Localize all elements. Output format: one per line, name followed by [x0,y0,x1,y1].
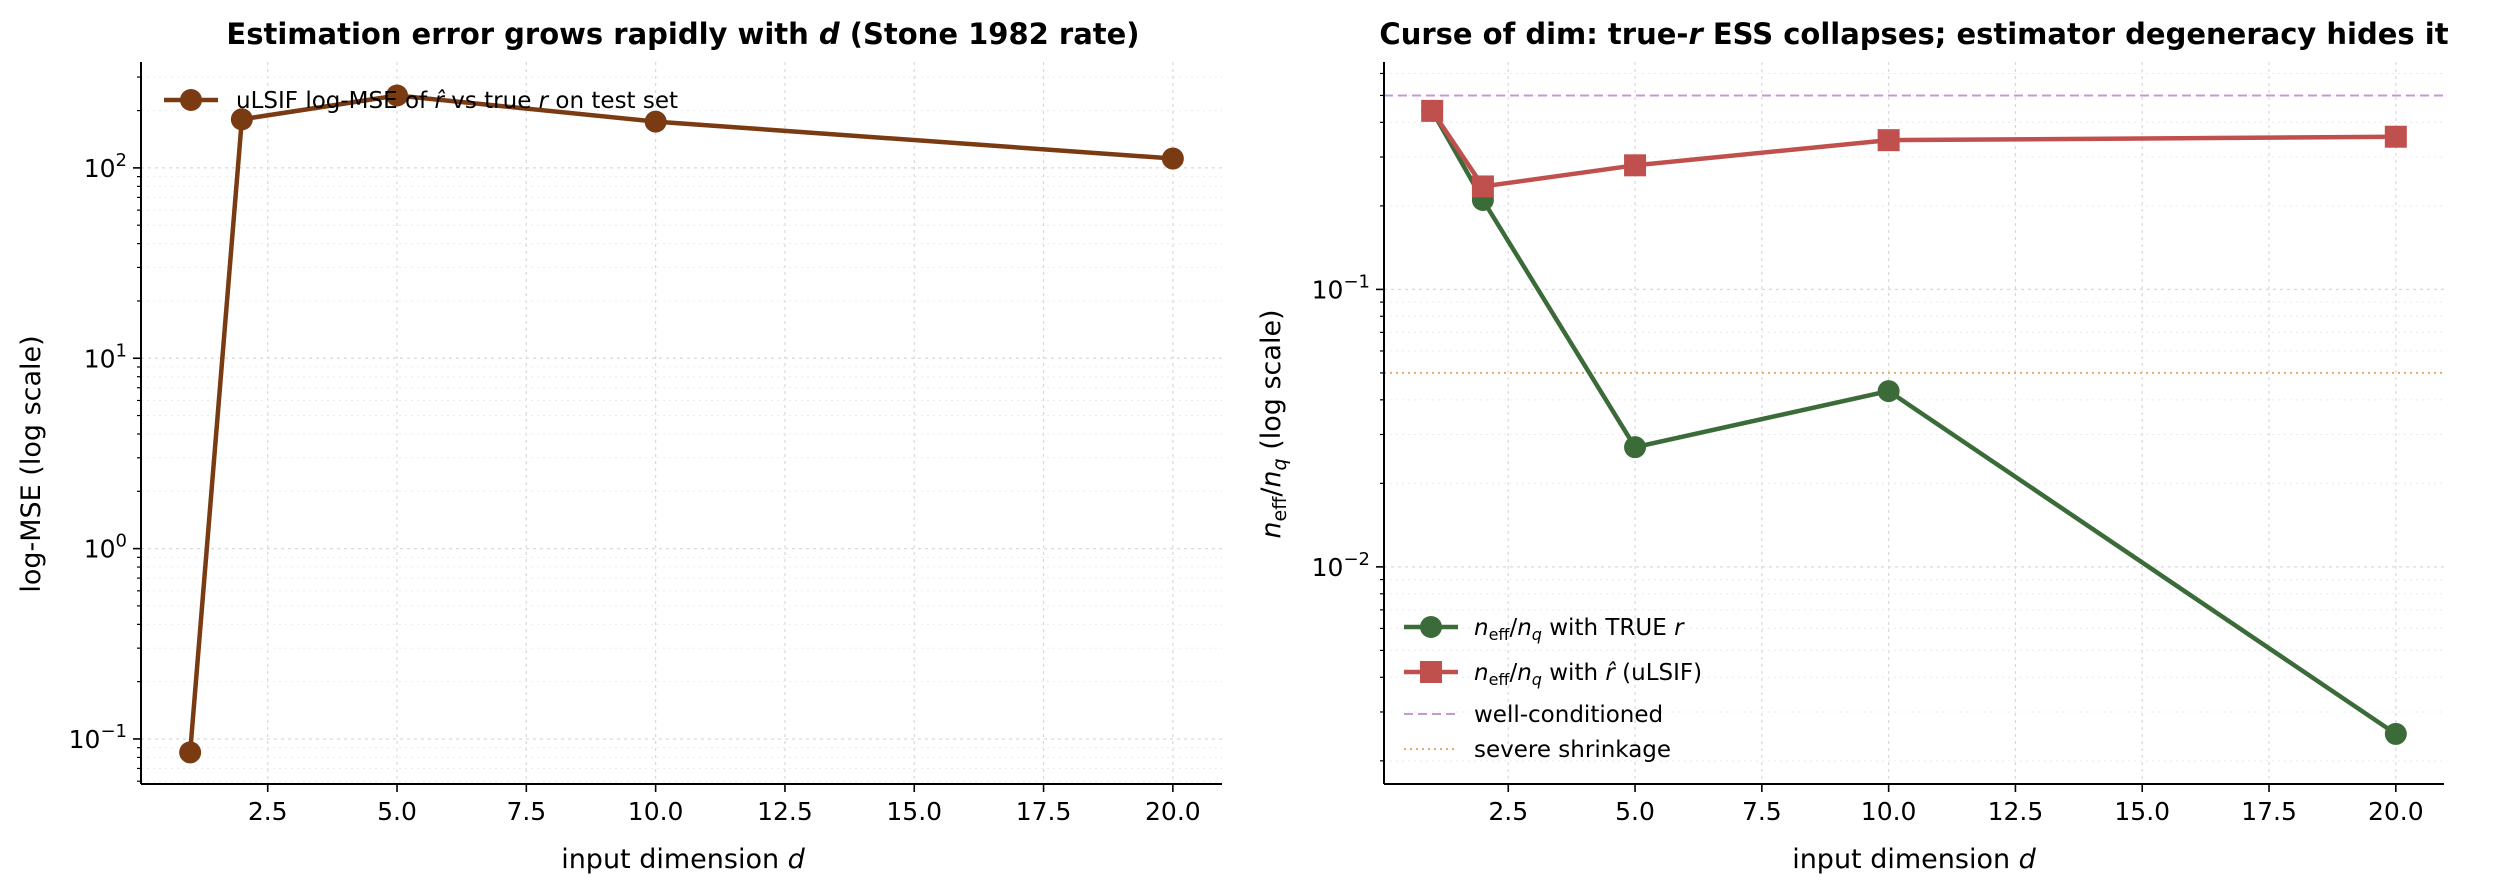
left-y-axis-label: log-MSE (log scale) [16,335,47,592]
data-point-circle [1877,380,1900,403]
data-point-square [2384,125,2407,148]
x-tick-label: 15.0 [2114,797,2170,826]
x-tick-label: 15.0 [886,797,942,826]
data-point-circle [386,84,409,107]
x-tick-label: 17.5 [2241,797,2297,826]
data-point-circle [179,741,202,764]
x-tick-label: 5.0 [377,797,417,826]
right-legend: neff/nq with TRUE r neff/nq with r̂ (uLS… [1404,615,1702,763]
right-series [1421,99,2407,745]
legend-marker-rhat [1420,661,1442,683]
left-chart-title: Estimation error grows rapidly with d (S… [226,17,1139,51]
y-tick-label: 10−1 [69,721,127,754]
data-point-circle [2384,722,2407,745]
x-tick-label: 10.0 [1861,797,1917,826]
right-chart-panel: Curse of dim: true-r ESS collapses; esti… [1256,17,2449,875]
left-grid [141,62,1222,784]
x-tick-label: 5.0 [1615,797,1655,826]
data-point-circle [230,108,253,131]
x-tick-label: 7.5 [506,797,546,826]
left-ticks: 2.5 5.0 7.5 10.0 12.5 15.0 17.5 20.0 10−1 100 101 1… [69,76,1201,826]
left-legend: uLSIF log-MSE of r̂ vs true r on test se… [164,88,678,114]
x-tick-label: 12.5 [757,797,813,826]
series-line-0 [187,93,1174,753]
right-grid [1384,62,2444,784]
x-tick-label: 2.5 [1488,797,1528,826]
y-tick-label: 100 [84,531,127,564]
left-axes-spines [140,62,1222,785]
x-tick-label: 12.5 [1988,797,2044,826]
x-tick-label: 10.0 [628,797,684,826]
right-axes-spines [1383,62,2444,785]
data-point-square [1877,129,1900,152]
right-reference-lines [1384,94,2444,374]
data-point-square [1421,99,1444,122]
legend-label-rhat: neff/nq with r̂ (uLSIF) [1474,660,1702,689]
y-tick-label: 10−1 [1312,271,1370,304]
data-point-circle [1624,436,1647,459]
data-point-circle [1161,147,1184,170]
y-tick-label: 101 [84,340,127,373]
legend-label-well-conditioned: well-conditioned [1474,702,1663,728]
legend-label-true-r: neff/nq with TRUE r [1474,615,1685,644]
x-tick-label: 2.5 [248,797,288,826]
left-series [179,84,1184,764]
x-tick-label: 17.5 [1016,797,1072,826]
left-x-axis-label: input dimension d [561,844,805,875]
left-chart-panel: Estimation error grows rapidly with d (S… [16,17,1222,875]
y-tick-label: 102 [84,150,127,183]
x-tick-label: 20.0 [1145,797,1201,826]
data-point-square [1624,154,1647,177]
legend-marker-true-r [1420,616,1442,638]
x-tick-label: 20.0 [2368,797,2424,826]
data-point-square [1471,175,1494,198]
legend-label-severe-shrinkage: severe shrinkage [1474,737,1671,763]
right-y-axis-label: neff/nq (log scale) [1256,309,1291,538]
right-chart-title: Curse of dim: true-r ESS collapses; esti… [1379,17,2448,51]
y-tick-label: 10−2 [1312,549,1370,582]
right-x-axis-label: input dimension d [1792,844,2036,875]
left-legend-label: uLSIF log-MSE of r̂ vs true r on test se… [236,88,678,114]
right-ticks: 2.5 5.0 7.5 10.0 12.5 15.0 17.5 20.0 10−2 10−1 [1312,72,2424,826]
x-tick-label: 7.5 [1742,797,1782,826]
data-point-circle [644,110,667,133]
left-legend-marker [180,89,202,111]
